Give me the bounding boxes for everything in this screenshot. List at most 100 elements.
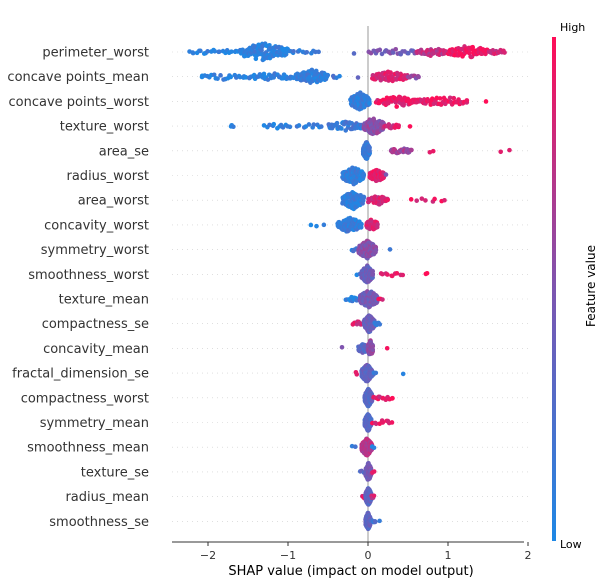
feature-row-points: [343, 289, 385, 310]
data-point: [212, 48, 218, 54]
data-point: [385, 272, 390, 277]
feature-label: texture_mean: [59, 293, 149, 308]
data-point: [307, 74, 312, 80]
feature-row-points: [348, 90, 489, 112]
data-point: [373, 370, 379, 376]
data-point: [406, 50, 411, 56]
feature-row-points: [228, 116, 413, 137]
data-point: [361, 172, 367, 178]
data-point: [416, 74, 421, 80]
data-point: [442, 197, 447, 203]
data-point: [385, 197, 391, 203]
feature-label: compactness_worst: [21, 391, 149, 406]
data-point: [218, 73, 223, 78]
x-tick-label: 1: [445, 549, 452, 562]
data-point: [379, 51, 385, 57]
data-point: [396, 123, 401, 128]
feature-row-points: [349, 436, 377, 458]
feature-row-points: [357, 460, 377, 482]
data-point: [190, 50, 196, 56]
feature-label: radius_worst: [67, 169, 150, 184]
data-point: [373, 247, 379, 253]
x-tick-label: −2: [200, 549, 216, 562]
feature-label: smoothness_se: [49, 515, 149, 530]
data-point: [370, 344, 376, 349]
feature-label: perimeter_worst: [42, 46, 149, 61]
feature-row-points: [360, 486, 377, 507]
data-point: [304, 49, 310, 55]
data-point: [375, 222, 380, 227]
data-point: [370, 271, 376, 277]
feature-row-points: [360, 140, 512, 161]
data-point: [414, 198, 420, 203]
beeswarm-points: [187, 41, 512, 532]
data-point: [423, 198, 428, 203]
data-point: [259, 48, 264, 53]
data-point: [371, 469, 377, 474]
feature-row-points: [199, 67, 421, 85]
data-point: [388, 70, 393, 75]
data-point: [383, 172, 389, 177]
data-point: [253, 56, 259, 62]
feature-label: texture_se: [81, 465, 149, 480]
feature-row-points: [350, 313, 383, 335]
data-point: [387, 247, 393, 252]
data-point: [377, 322, 383, 327]
colorbar-title: Feature value: [584, 245, 598, 327]
data-point: [205, 49, 210, 54]
feature-label: concavity_mean: [43, 342, 149, 357]
data-point: [400, 272, 406, 278]
data-point: [409, 147, 414, 153]
data-point: [371, 493, 377, 499]
data-point: [321, 222, 327, 228]
x-tick-label: 0: [365, 549, 372, 562]
data-point: [407, 124, 413, 129]
data-point: [373, 421, 379, 427]
data-point: [316, 49, 321, 55]
feature-row-points: [340, 165, 389, 187]
data-point: [367, 145, 372, 150]
colorbar-low-label: Low: [560, 538, 582, 551]
data-point: [306, 122, 312, 127]
colorbar-high-label: High: [560, 21, 585, 34]
data-point: [258, 51, 264, 57]
data-point: [390, 395, 395, 401]
data-point: [351, 51, 357, 56]
data-point: [432, 196, 437, 202]
feature-label: area_se: [99, 144, 149, 159]
data-point: [296, 123, 302, 128]
data-point: [339, 126, 344, 131]
data-point: [368, 417, 374, 422]
data-point: [318, 124, 324, 129]
data-point: [498, 149, 503, 155]
data-point: [314, 223, 319, 229]
feature-label: symmetry_worst: [41, 243, 149, 258]
colorbar-gradient: [552, 37, 556, 541]
data-point: [380, 420, 386, 425]
data-point: [267, 122, 272, 128]
data-point: [358, 225, 364, 230]
data-point: [380, 297, 385, 302]
data-point: [390, 50, 396, 55]
data-point: [384, 345, 390, 351]
data-point: [367, 148, 372, 154]
data-point: [370, 347, 376, 353]
data-point: [394, 270, 400, 276]
data-point: [229, 49, 234, 54]
data-point: [371, 445, 377, 451]
data-point: [261, 71, 267, 77]
data-point: [354, 372, 360, 377]
data-point: [355, 75, 361, 80]
data-point: [430, 148, 436, 154]
feature-row-points: [308, 215, 380, 234]
data-point: [291, 48, 296, 54]
data-point: [507, 147, 512, 153]
data-point: [400, 371, 406, 377]
data-point: [359, 221, 364, 227]
data-point: [431, 101, 437, 107]
data-point: [424, 271, 430, 276]
feature-label: texture_worst: [60, 120, 149, 135]
data-point: [434, 95, 440, 101]
data-point: [287, 124, 293, 130]
